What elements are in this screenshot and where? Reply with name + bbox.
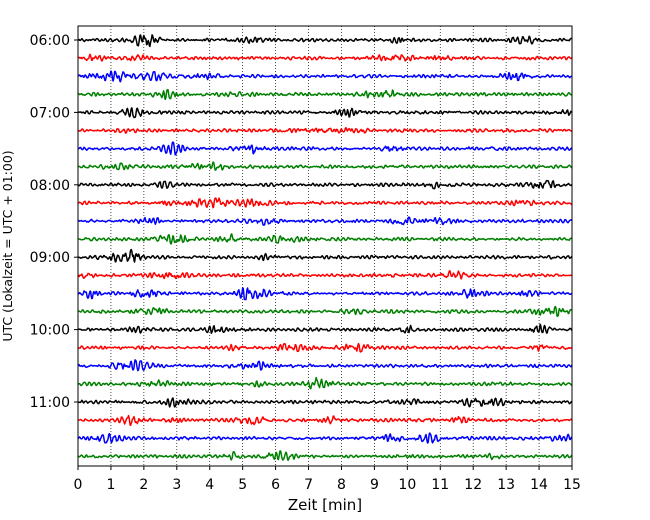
trace-1045 — [77, 376, 573, 390]
trace-0730 — [77, 141, 573, 156]
x-tick-label-12: 12 — [464, 477, 482, 493]
trace-1030 — [77, 359, 573, 372]
trace-0900 — [77, 248, 573, 263]
x-axis-label: Zeit [min] — [288, 496, 362, 514]
x-tick-label-13: 13 — [497, 477, 515, 493]
x-tick-label-11: 11 — [431, 477, 449, 493]
trace-1015 — [77, 342, 573, 353]
trace-0715 — [77, 126, 573, 134]
x-tick-label-15: 15 — [563, 477, 581, 493]
plot-frame — [77, 25, 573, 467]
trace-0930 — [77, 287, 573, 301]
y-tick-label-07:00: 07:00 — [30, 105, 70, 121]
y-tick-label-09:00: 09:00 — [30, 250, 70, 266]
trace-0600 — [77, 34, 573, 48]
x-tick-label-7: 7 — [304, 477, 313, 493]
x-tick-label-4: 4 — [205, 477, 214, 493]
seismic-traces — [77, 34, 573, 461]
y-tick-label-06:00: 06:00 — [30, 33, 70, 49]
x-tick-label-1: 1 — [106, 477, 115, 493]
x-tick-label-3: 3 — [172, 477, 181, 493]
trace-0830 — [77, 216, 573, 226]
x-tick-label-9: 9 — [370, 477, 379, 493]
trace-0945 — [77, 305, 573, 318]
trace-0815 — [77, 197, 573, 209]
trace-0745 — [77, 161, 573, 171]
trace-1130 — [77, 432, 573, 444]
y-axis-ticks: 06:00 07:00 08:00 09:00 10:00 11:00 — [30, 33, 78, 411]
y-tick-label-08:00: 08:00 — [30, 178, 70, 194]
y-axis-label: UTC (Lokalzeit = UTC + 01:00) — [0, 150, 15, 341]
x-tick-label-5: 5 — [238, 477, 247, 493]
trace-1145 — [77, 450, 573, 461]
trace-0615 — [77, 53, 573, 62]
x-tick-label-0: 0 — [74, 477, 83, 493]
x-tick-label-10: 10 — [398, 477, 416, 493]
x-tick-label-8: 8 — [337, 477, 346, 493]
trace-0700 — [77, 107, 573, 119]
trace-0915 — [77, 269, 573, 280]
x-tick-label-6: 6 — [271, 477, 280, 493]
y-tick-label-10:00: 10:00 — [30, 323, 70, 339]
trace-1000 — [77, 323, 573, 334]
trace-0645 — [77, 89, 573, 101]
trace-1100 — [77, 397, 573, 408]
trace-0845 — [77, 233, 573, 245]
trace-0800 — [77, 179, 573, 190]
trace-1115 — [77, 414, 573, 426]
y-tick-label-11:00: 11:00 — [30, 395, 70, 411]
trace-0630 — [77, 70, 573, 83]
x-axis-ticks: 0 1 2 3 4 5 6 7 8 9 10 11 12 13 14 15 — [74, 466, 581, 493]
x-tick-label-2: 2 — [139, 477, 148, 493]
x-tick-label-14: 14 — [530, 477, 548, 493]
